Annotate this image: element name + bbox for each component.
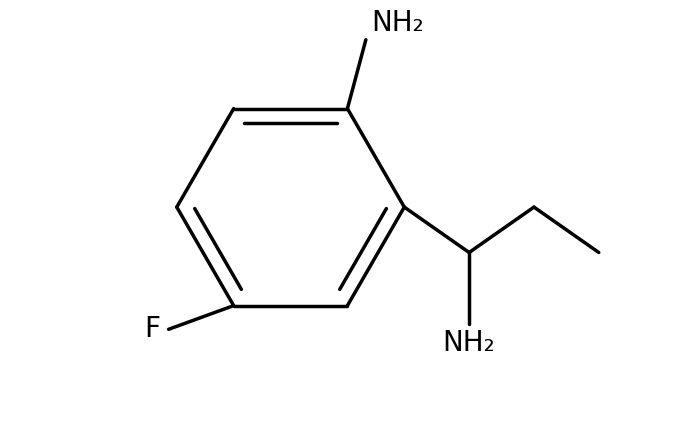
Text: NH₂: NH₂ bbox=[443, 329, 496, 357]
Text: NH₂: NH₂ bbox=[371, 9, 424, 37]
Text: F: F bbox=[145, 315, 160, 343]
